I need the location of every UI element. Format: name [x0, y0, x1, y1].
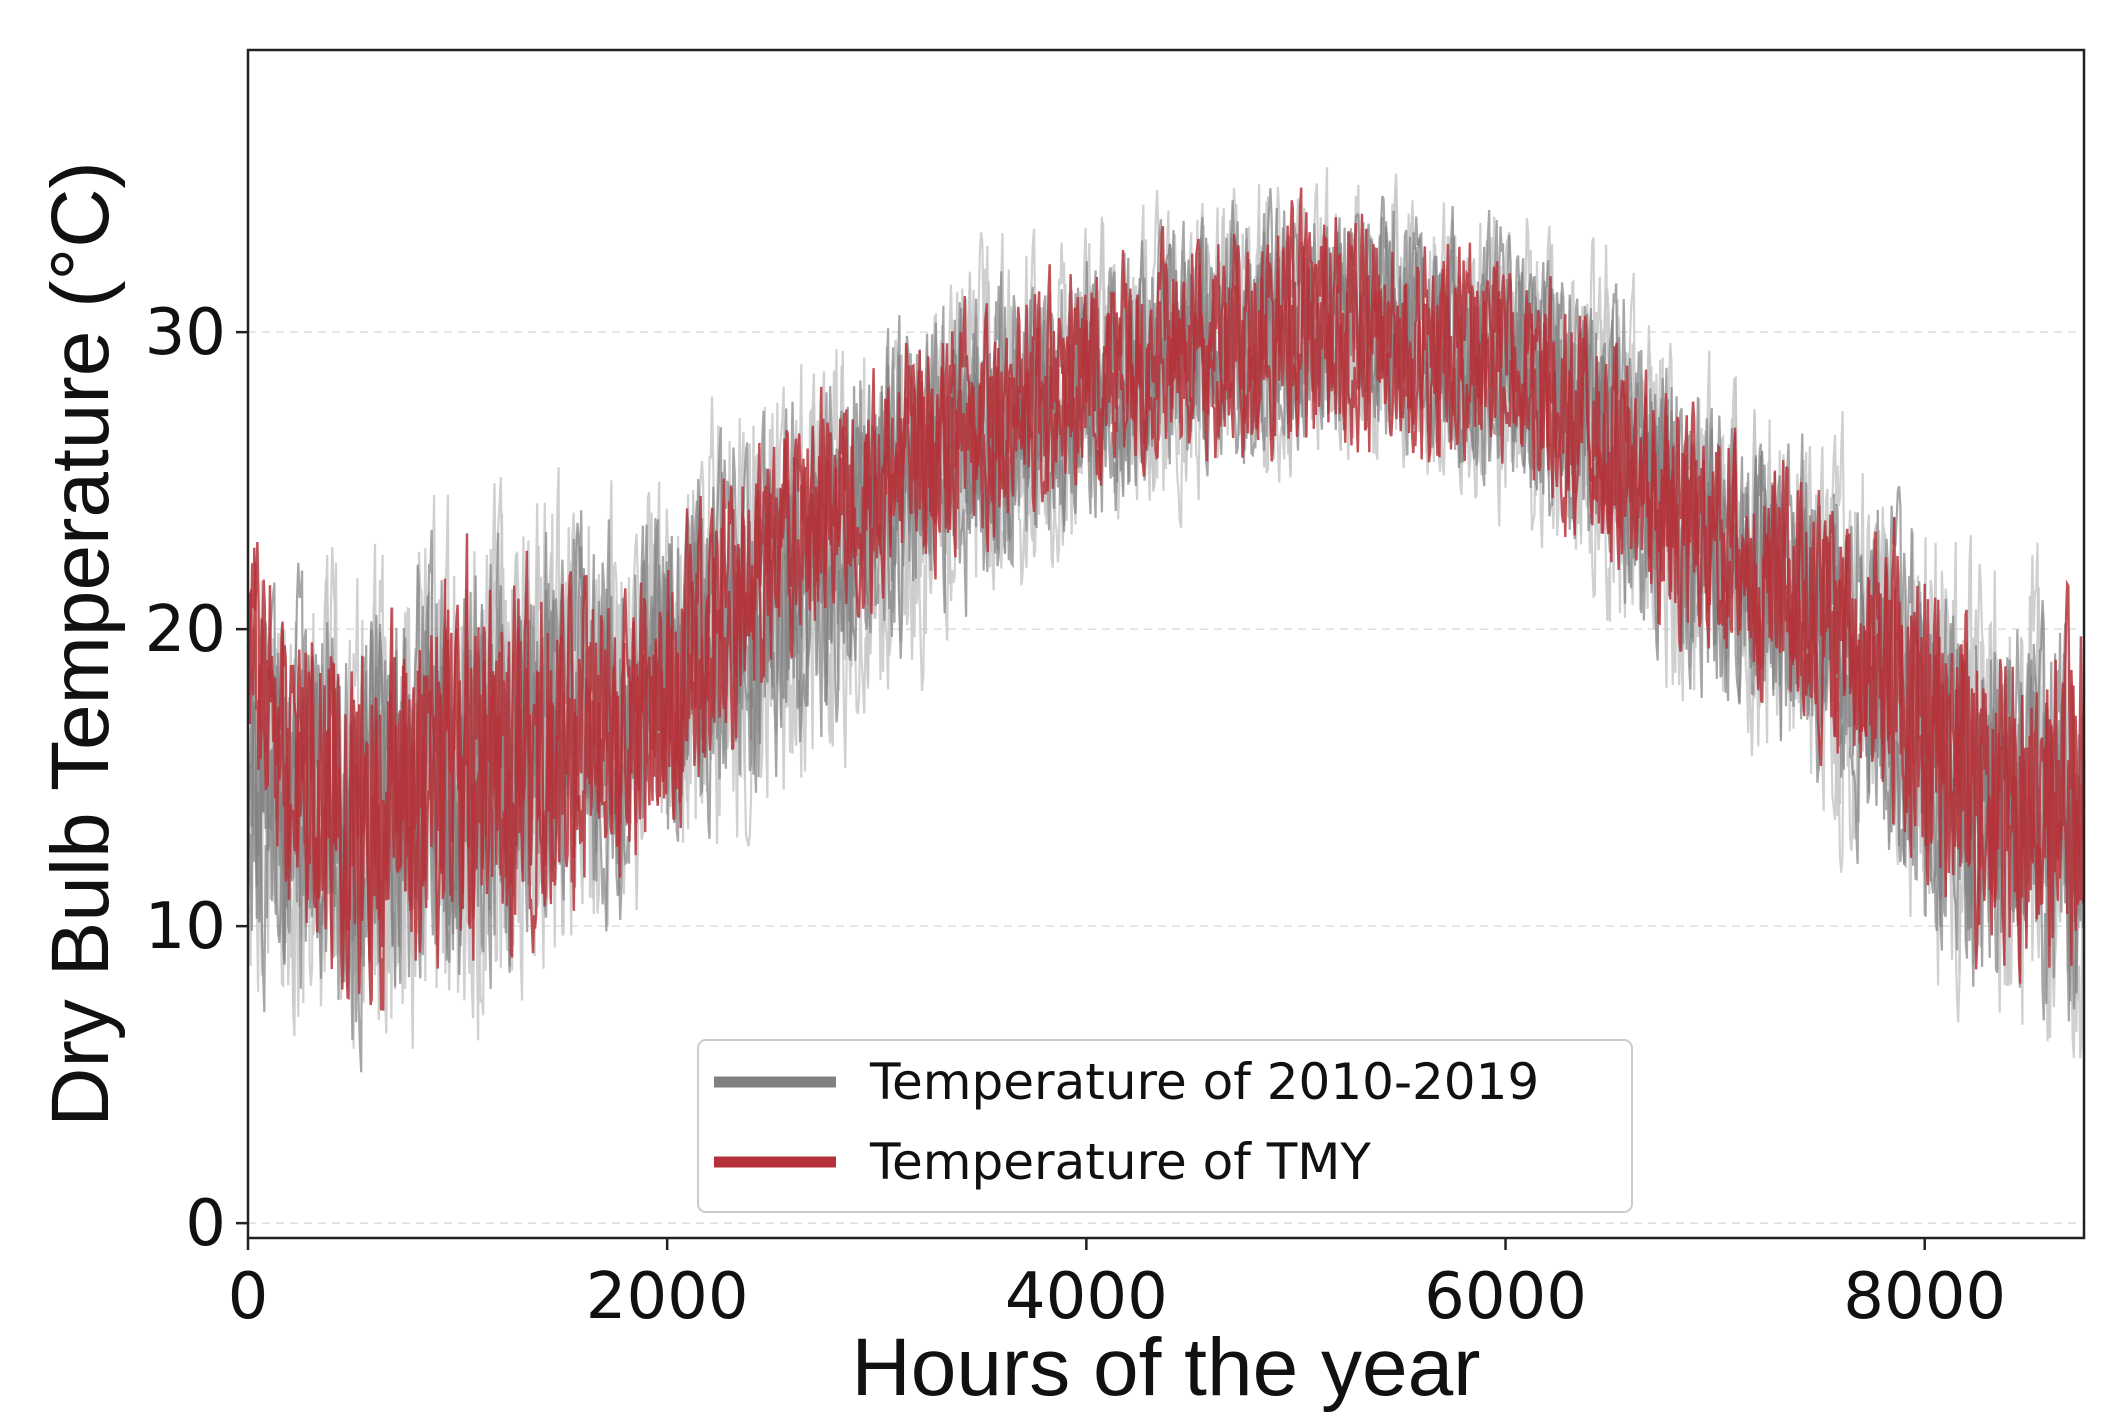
x-axis: 0 2000 4000 6000 8000	[228, 1238, 2006, 1334]
line-tmy-0	[246, 187, 2086, 1006]
x-axis-title: Hours of the year	[852, 1322, 1481, 1413]
legend-label-tmy: Temperature of TMY	[869, 1133, 1371, 1191]
x-tick-label-2000: 2000	[586, 1260, 749, 1334]
legend-label-2010-2019: Temperature of 2010-2019	[869, 1053, 1539, 1111]
x-tick-label-8000: 8000	[1843, 1260, 2006, 1334]
x-tick-label-4000: 4000	[1005, 1260, 1168, 1334]
y-tick-label-20: 20	[145, 593, 226, 667]
series-tmy	[246, 187, 2086, 1011]
x-tick-label-0: 0	[228, 1260, 269, 1334]
plot-frame	[246, 48, 2086, 1240]
y-axis: 0 10 20 30	[145, 296, 248, 1261]
legend: Temperature of 2010-2019 Temperature of …	[697, 1039, 1633, 1213]
line-tmy-1	[246, 200, 2086, 1011]
y-axis-title: Dry Bulb Temperature (°C)	[35, 161, 126, 1126]
y-tick-label-10: 10	[145, 890, 226, 964]
y-tick-label-30: 30	[145, 296, 226, 370]
x-tick-label-6000: 6000	[1424, 1260, 1587, 1334]
y-tick-label-0: 0	[185, 1187, 226, 1261]
plot-area	[246, 167, 2086, 1073]
legend-box	[697, 1039, 1633, 1213]
